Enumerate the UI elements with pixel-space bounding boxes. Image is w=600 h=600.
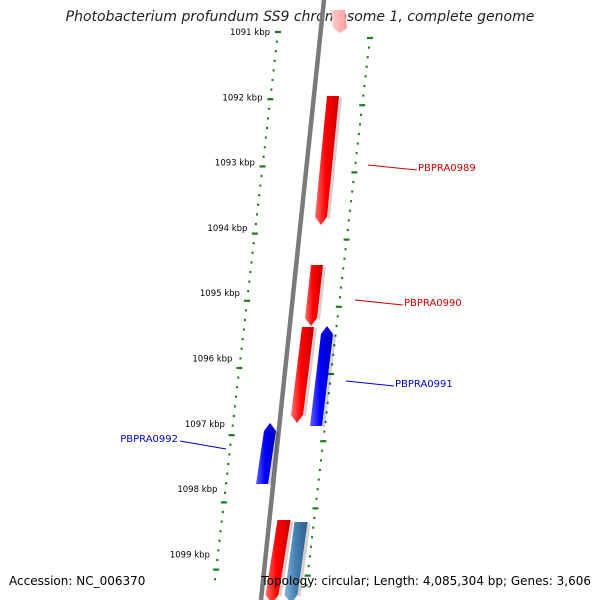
outer-tick-track (304, 36, 373, 587)
gene-feature-PBPRA0990 (305, 265, 326, 326)
kbp-label: 1094 kbp (207, 224, 247, 234)
kbp-scale-labels: 1091 kbp 1092 kbp 1093 kbp 1094 kbp 1095 kbp… (170, 28, 270, 560)
chromosome-backbone (258, 0, 327, 600)
gene-label-PBPRA0990: PBPRA0990 (404, 298, 462, 309)
leader-line (345, 380, 395, 387)
kbp-label: 1092 kbp (222, 93, 262, 103)
gene-label-PBPRA0991: PBPRA0991 (395, 379, 453, 390)
leader-line (179, 440, 227, 450)
kbp-label: 1099 kbp (170, 550, 210, 560)
inner-tick-track (213, 30, 281, 581)
accession-text: Accession: NC_006370 (9, 574, 146, 588)
gene-feature-top-partial (331, 10, 347, 33)
kbp-label: 1096 kbp (192, 355, 232, 365)
leader-line (367, 164, 418, 171)
gene-label-PBPRA0992: PBPRA0992 (120, 434, 178, 445)
gene-feature-PBPRA0989 (315, 96, 342, 225)
kbp-label: 1093 kbp (215, 159, 255, 169)
gene-labels: PBPRA0989 PBPRA0990 PBPRA0991 PBPRA0992 (120, 163, 476, 445)
kbp-label: 1097 kbp (185, 420, 225, 430)
gene-feature-fwd (291, 327, 317, 423)
gene-feature-rna-bottom (284, 522, 311, 600)
gene-feature-fwd-bottom (265, 520, 294, 600)
gene-feature-PBPRA0992 (256, 423, 279, 486)
kbp-label: 1091 kbp (230, 28, 270, 38)
kbp-label: 1095 kbp (200, 289, 240, 299)
genome-info-text: Topology: circular; Length: 4,085,304 bp… (261, 574, 591, 588)
kbp-label: 1098 kbp (177, 485, 217, 495)
gene-features (256, 10, 347, 600)
gene-feature-PBPRA0991 (310, 326, 336, 428)
gene-label-leaders (179, 164, 418, 450)
map-title: Photobacterium profundum SS9 chromosome … (65, 9, 535, 25)
gene-label-PBPRA0989: PBPRA0989 (418, 163, 476, 174)
leader-line (354, 299, 404, 306)
